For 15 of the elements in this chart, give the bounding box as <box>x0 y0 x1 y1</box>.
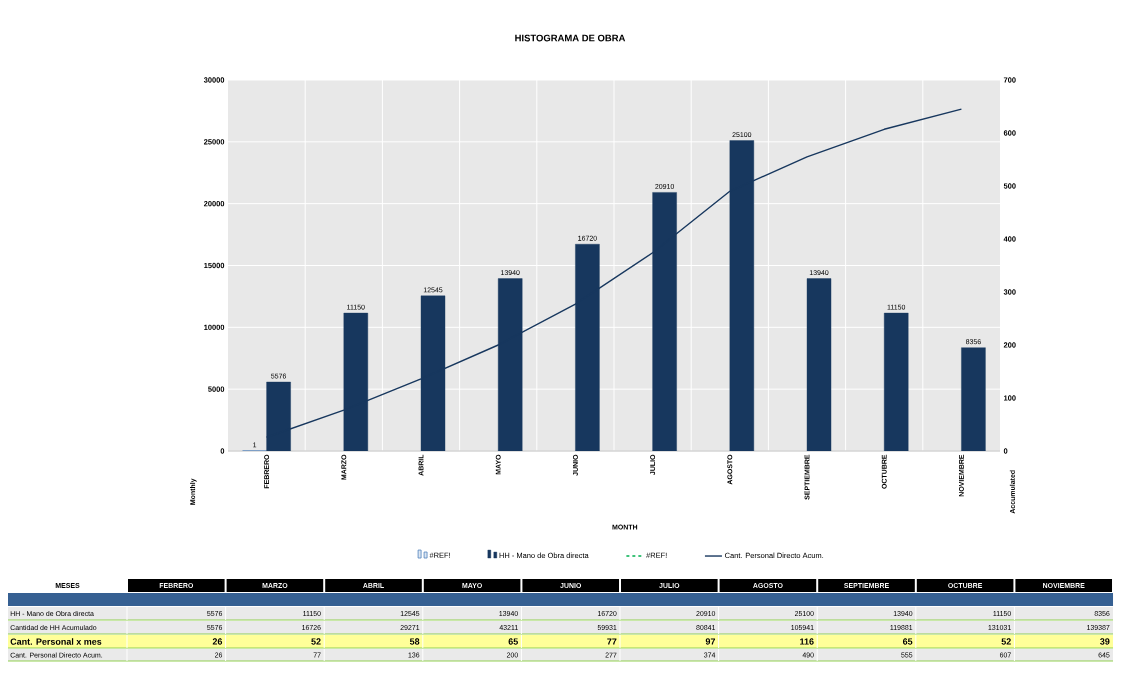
data-label: 26 <box>212 638 223 645</box>
data-label: 116 <box>800 638 814 645</box>
series-label: Cant. Personal x mes <box>10 638 102 645</box>
data-label: 58 <box>409 638 420 645</box>
data-label: 65 <box>508 638 518 645</box>
data-label: 65 <box>902 638 913 645</box>
data-label: 52 <box>311 638 321 645</box>
data-label: 77 <box>607 638 617 645</box>
bar <box>806 278 832 451</box>
chart-title: HISTOGRAMA DE OBRA <box>515 34 626 42</box>
bar <box>884 312 909 451</box>
bar <box>961 347 986 451</box>
data-label: 52 <box>1001 638 1011 645</box>
data-label: 97 <box>705 638 716 645</box>
data-label: 39 <box>1100 638 1110 645</box>
